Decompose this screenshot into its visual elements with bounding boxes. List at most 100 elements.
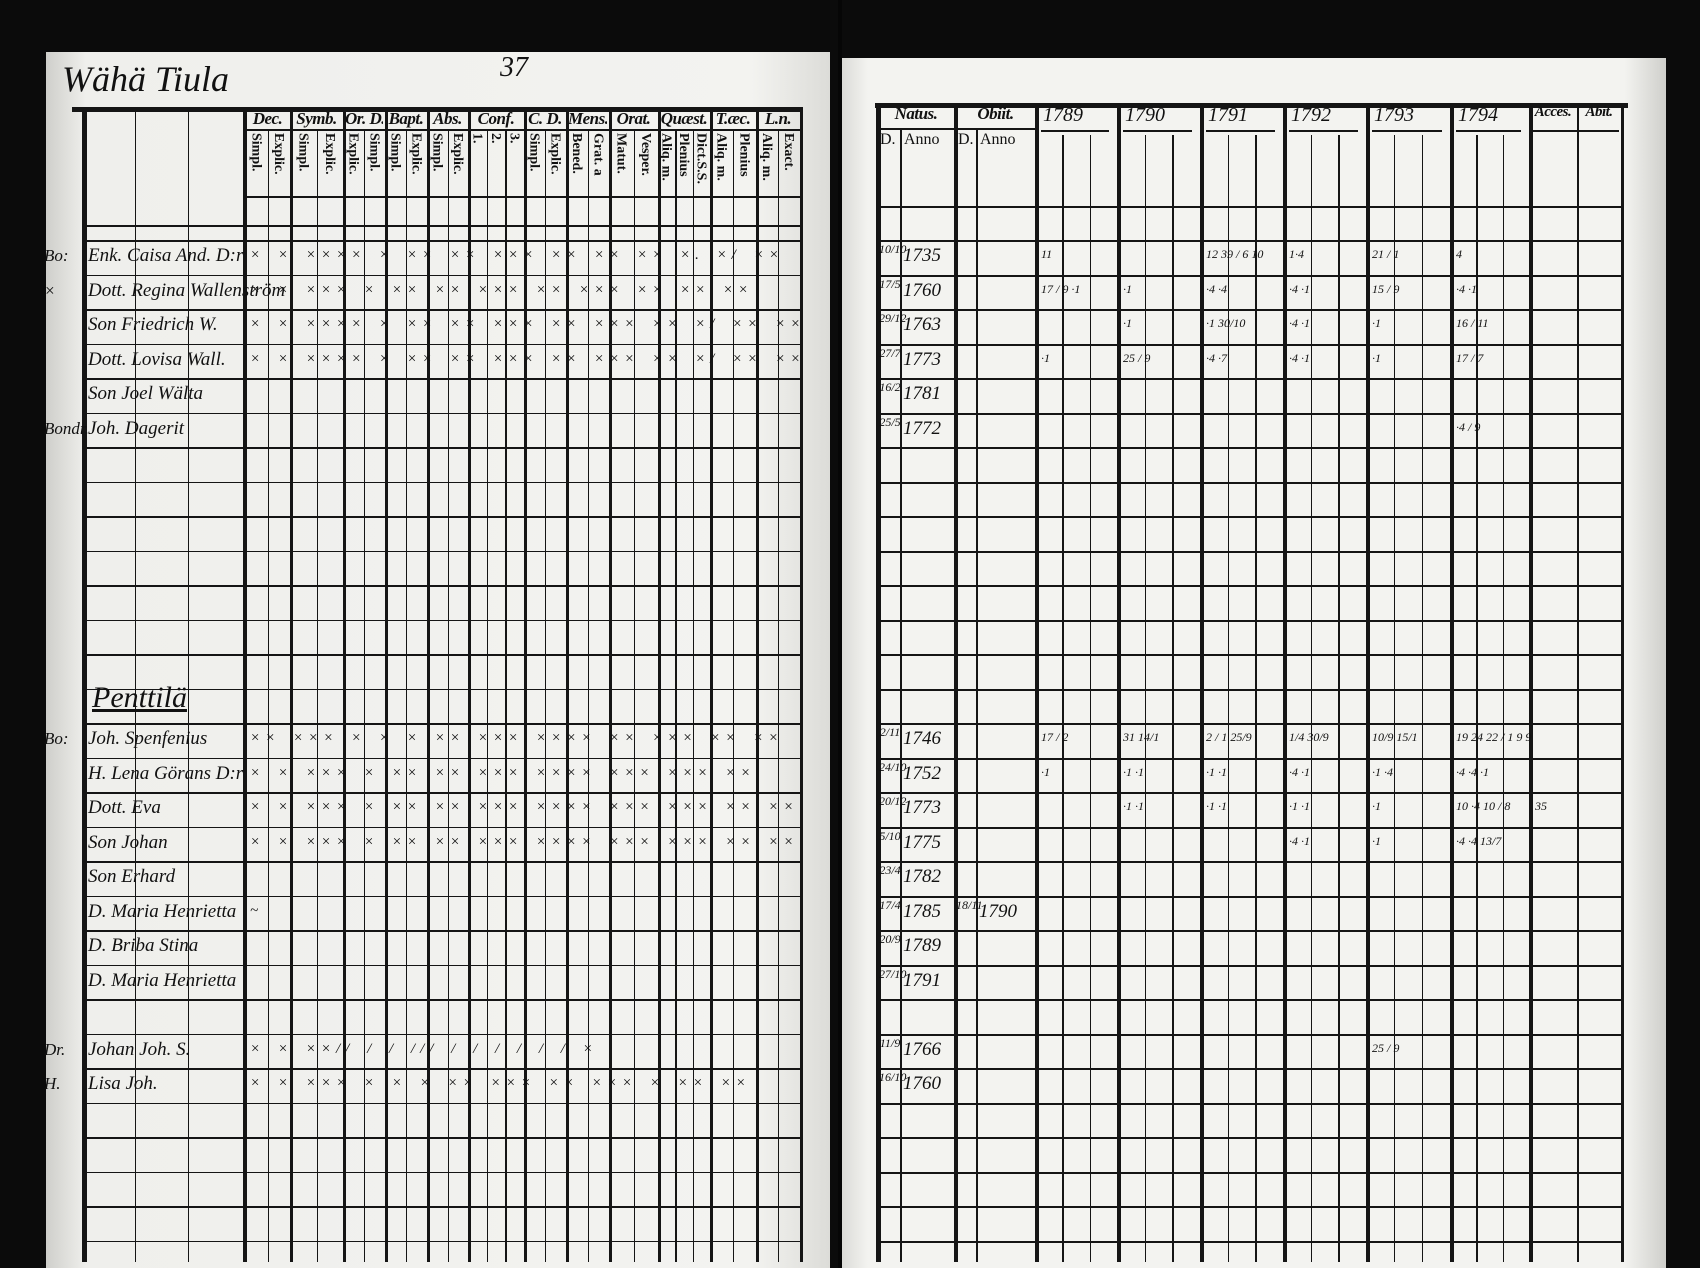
grid-vline: [1062, 135, 1064, 1262]
year-annotation: ·4 ·1: [1289, 833, 1310, 848]
grid-vline: [1338, 135, 1340, 1262]
grid-hline: [878, 378, 1621, 380]
grid-vline: [800, 107, 803, 1262]
grid-vline: [1450, 103, 1454, 1262]
header-sub-label: Dict.S.S.: [693, 133, 709, 184]
year-column-label: 1790: [1125, 104, 1165, 126]
grid-hline: [878, 240, 1621, 242]
person-name: Son Friedrich W.: [88, 314, 218, 335]
header-sub-label: Aliq. m.: [759, 133, 774, 181]
natus-year: 1772: [903, 417, 941, 439]
grid-hline: [1206, 130, 1275, 132]
natus-day: 27/7: [879, 345, 901, 360]
year-annotation: ·1: [1372, 799, 1381, 813]
year-annotation: ·4 ·4 13/7: [1456, 833, 1502, 848]
year-annotation: ·1 30/10: [1206, 316, 1246, 330]
grid-hline: [878, 128, 1035, 130]
natus-day: 27/10: [879, 966, 907, 981]
grid-hline: [878, 550, 1621, 553]
row-marks: ~: [250, 902, 264, 919]
year-annotation: ·1 ·4: [1372, 764, 1393, 779]
grid-vline: [545, 129, 547, 1262]
header-sub-label: Plenius: [676, 133, 691, 177]
year-column-label: 1791: [1208, 104, 1248, 126]
header-sub-label: Aliq. m.: [713, 133, 729, 181]
year-annotation: 11: [1041, 247, 1053, 261]
grid-vline: [188, 107, 189, 1262]
grid-vline: [427, 107, 430, 1262]
grid-hline: [878, 654, 1621, 656]
year-annotation: 2 / 1 25/9: [1206, 730, 1252, 744]
grid-vline: [1529, 103, 1533, 1262]
grid-vline: [364, 129, 366, 1262]
natus-year: 1789: [903, 935, 941, 956]
person-name: Enk. Caisa And. D:r: [88, 245, 244, 266]
row-marks: × × ×××× × ×× ×× ××× ×× ××× ×× ×/ ×× ××: [250, 350, 806, 367]
grid-vline: [658, 107, 661, 1262]
grid-hline: [878, 481, 1621, 484]
natus-day: 24/10: [879, 759, 907, 774]
natus-year: 1791: [903, 969, 941, 991]
grid-vline: [876, 103, 881, 1262]
natus-day: 16/2: [879, 380, 901, 394]
natus-day: 2/11: [879, 725, 901, 739]
natus-anno-label: Anno: [904, 131, 940, 148]
grid-vline: [675, 129, 677, 1262]
row-margin-prefix: Bo:: [44, 729, 69, 748]
farm-heading: Penttilä: [92, 680, 187, 714]
grid-hline: [1531, 130, 1619, 132]
grid-vline: [1394, 135, 1396, 1262]
header-group-label: L.n.: [764, 109, 792, 128]
grid-hline: [878, 757, 1621, 760]
year-annotation: ·1 ·1: [1123, 799, 1144, 813]
obiit-year: 1790: [979, 900, 1017, 922]
year-annotation: ·4 ·1: [1289, 316, 1310, 330]
person-name: Lisa Joh.: [88, 1073, 158, 1094]
year-annotation: ·4 ·1: [1456, 281, 1477, 296]
natus-year: 1773: [903, 348, 941, 370]
natus-year: 1785: [903, 900, 941, 922]
natus-day: 29/12: [879, 311, 907, 325]
header-sub-label: Aliq. m.: [658, 133, 674, 181]
grid-hline: [83, 1102, 800, 1104]
year-annotation: ·1: [1123, 316, 1132, 330]
grid-vline: [385, 107, 388, 1262]
year-annotation: ·1 ·1: [1206, 799, 1227, 813]
header-sub-label: Vesper.: [637, 133, 653, 176]
natus-day: 11/9: [879, 1035, 901, 1050]
grid-vline: [406, 129, 408, 1262]
year-annotation: 10 ·4 10 / 8: [1456, 799, 1511, 813]
year-annotation: ·1: [1041, 764, 1050, 779]
grid-vline: [1089, 135, 1091, 1262]
row-marks: × × ××× × ×× ×× ××× ×× ××× ×× ×× ××: [250, 281, 754, 298]
person-name: D. Maria Henrietta: [88, 969, 237, 991]
grid-hline: [875, 103, 1628, 108]
year-annotation: ·1 ·1: [1123, 764, 1144, 779]
grid-vline: [778, 129, 780, 1262]
grid-hline: [83, 688, 800, 690]
year-annotation: 25 / 9: [1123, 350, 1151, 365]
acces-label: Acces.: [1534, 104, 1572, 120]
grid-hline: [83, 930, 800, 932]
obiit-day: 18/11: [956, 897, 983, 912]
grid-vline: [1283, 103, 1287, 1262]
year-annotation: ·1: [1372, 350, 1381, 365]
year-annotation: 1·4: [1289, 247, 1304, 261]
year-annotation: 15 / 9: [1372, 281, 1400, 296]
grid-vline: [267, 129, 269, 1262]
natus-day: 25/5: [879, 414, 901, 429]
natus-year: 1760: [903, 1073, 941, 1094]
grid-hline: [83, 619, 800, 621]
year-annotation: 31 14/1: [1123, 730, 1160, 744]
grid-hline: [1372, 130, 1442, 132]
year-annotation: ·1: [1372, 833, 1381, 848]
grid-hline: [1289, 130, 1358, 132]
year-annotation: 25 / 9: [1372, 1040, 1400, 1055]
natus-day: 16/10: [879, 1070, 907, 1084]
grid-hline: [83, 1137, 800, 1139]
header-sub-label: Explic.: [547, 133, 563, 175]
header-sub-label: Explic.: [449, 133, 465, 175]
year-annotation: ·1: [1041, 350, 1050, 365]
person-name: Son Johan: [88, 831, 168, 853]
